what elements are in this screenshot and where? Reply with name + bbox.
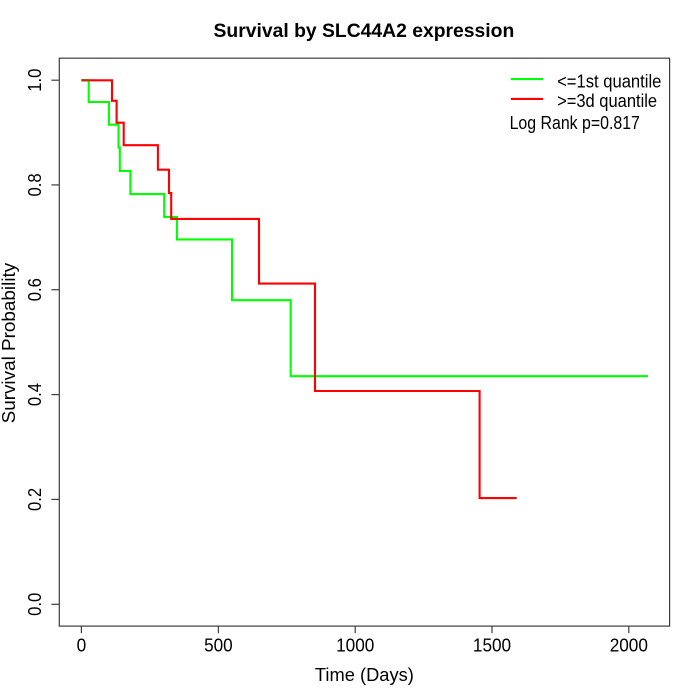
svg-text:0.0: 0.0: [25, 593, 45, 616]
svg-text:500: 500: [204, 635, 233, 655]
svg-text:0.2: 0.2: [25, 488, 45, 511]
svg-text:Log Rank p=0.817: Log Rank p=0.817: [510, 113, 640, 133]
svg-text:>=3d quantile: >=3d quantile: [557, 91, 657, 111]
svg-text:Time (Days): Time (Days): [315, 665, 414, 685]
svg-text:0.8: 0.8: [25, 173, 45, 196]
svg-text:2000: 2000: [610, 635, 648, 655]
svg-text:1.0: 1.0: [25, 69, 45, 92]
svg-text:1500: 1500: [473, 635, 511, 655]
svg-text:0.6: 0.6: [25, 278, 45, 301]
svg-text:0.4: 0.4: [25, 383, 45, 406]
svg-text:1000: 1000: [336, 635, 374, 655]
svg-text:Survival by SLC44A2 expression: Survival by SLC44A2 expression: [214, 20, 515, 42]
svg-text:Survival Probability: Survival Probability: [0, 263, 19, 424]
svg-text:<=1st quantile: <=1st quantile: [557, 72, 661, 92]
svg-text:0: 0: [77, 635, 87, 655]
